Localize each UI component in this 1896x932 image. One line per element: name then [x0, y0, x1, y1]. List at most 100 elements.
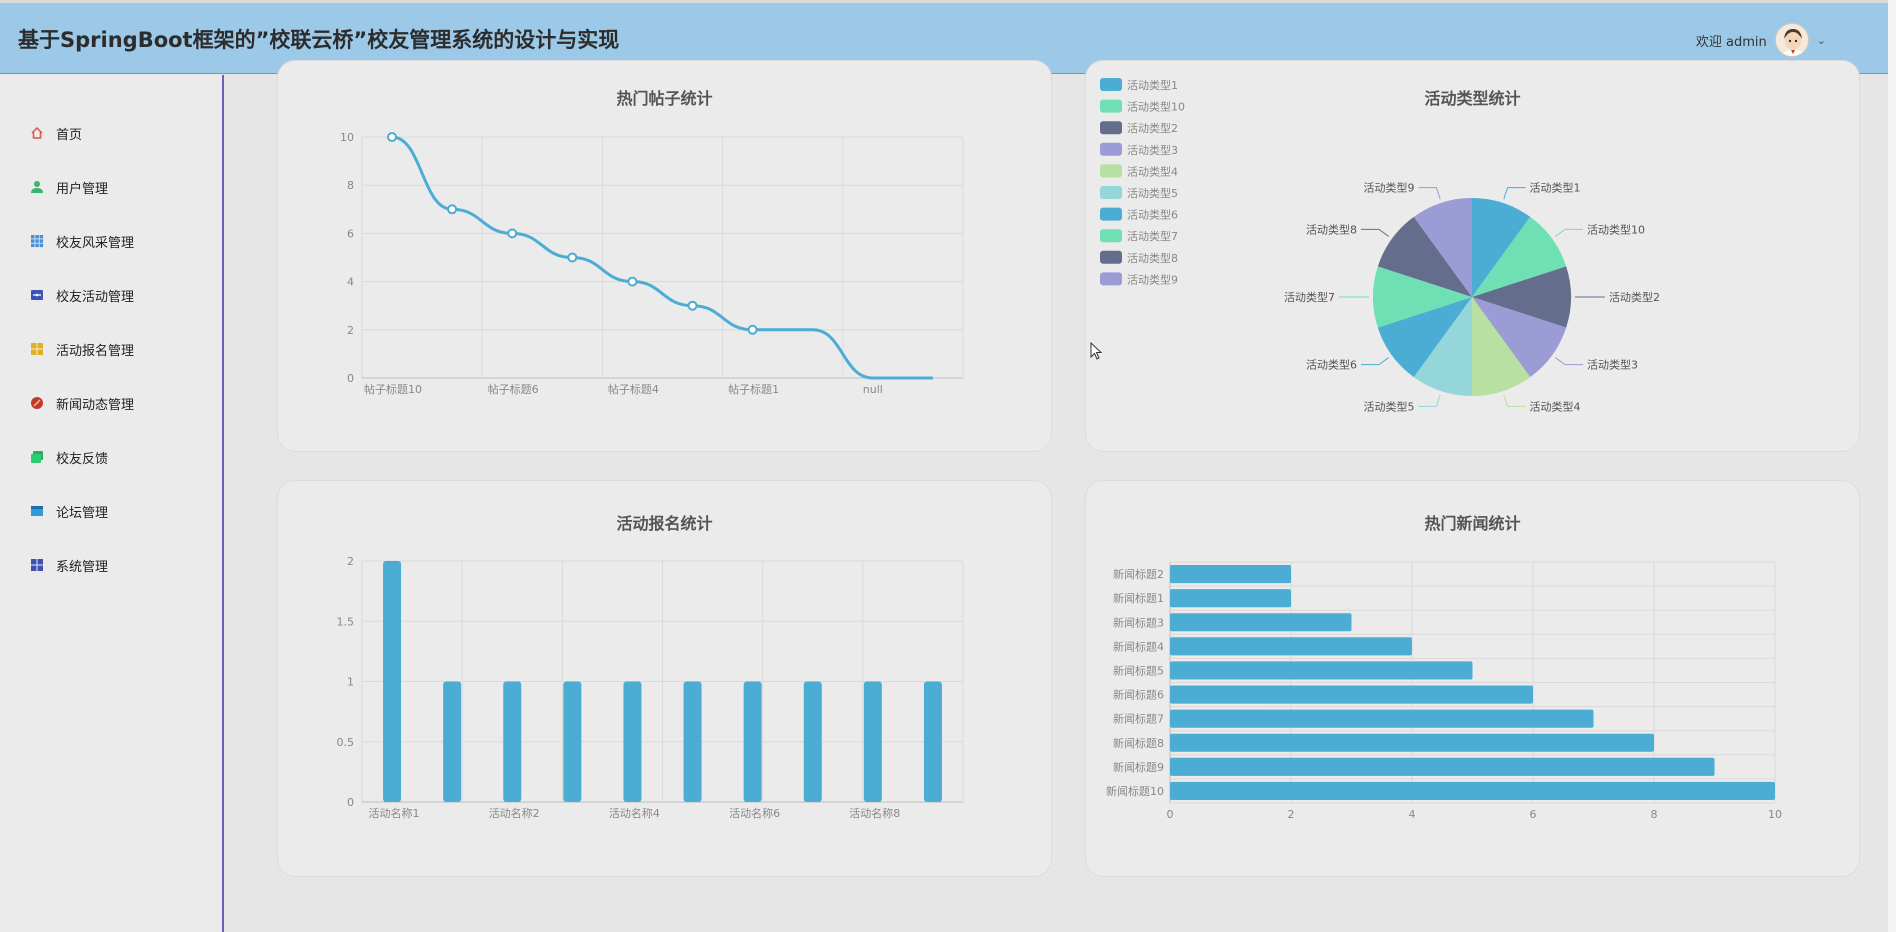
sidebar-item-feedback[interactable]: 校友反馈 — [30, 444, 108, 470]
series-line — [391, 135, 933, 380]
legend-label: 活动类型6 — [1127, 208, 1178, 222]
data-point — [507, 228, 518, 239]
forum-icon — [31, 506, 43, 516]
bar — [683, 681, 702, 802]
chart-title: 热门帖子统计 — [616, 89, 713, 108]
sidebar-item-alumni-activity[interactable]: 校友活动管理 — [30, 282, 134, 308]
user-menu[interactable]: 欢迎 admin ⌄ — [1696, 23, 1826, 57]
x-tick-label: 活动名称4 — [609, 806, 660, 820]
sidebar-item-signup[interactable]: 活动报名管理 — [30, 336, 134, 362]
label-leader — [1418, 394, 1441, 407]
bar — [623, 681, 642, 802]
label-leader — [1503, 394, 1526, 407]
pie-slice — [1472, 297, 1567, 378]
pie-slice — [1472, 297, 1531, 396]
x-tick-label: 10 — [1768, 808, 1782, 821]
y-tick-label: 4 — [347, 276, 354, 289]
bar — [743, 681, 762, 802]
x-tick-label: 帖子标题4 — [608, 382, 659, 396]
data-point — [387, 132, 397, 142]
sidebar-item-system[interactable]: 系统管理 — [30, 552, 108, 578]
legend-label: 活动类型10 — [1127, 100, 1185, 114]
bar — [1170, 781, 1775, 800]
legend-label: 活动类型3 — [1127, 143, 1178, 157]
y-tick-label: 6 — [347, 227, 354, 240]
slice-label: 活动类型6 — [1306, 358, 1357, 372]
x-tick-label: 6 — [1530, 808, 1537, 821]
sidebar-item-label: 新闻动态管理 — [56, 397, 135, 413]
sidebar-item-label: 用户管理 — [56, 181, 109, 197]
bar — [383, 561, 402, 802]
pie-slice — [1472, 266, 1571, 328]
sidebar-item-label: 论坛管理 — [56, 505, 109, 521]
pie-slice — [1377, 216, 1472, 297]
slice-label: 活动类型4 — [1530, 399, 1581, 413]
legend-swatch — [1100, 142, 1122, 156]
legend-label: 活动类型4 — [1127, 164, 1178, 178]
app-title: 基于SpringBoot框架的”校联云桥”校友管理系统的设计与实现 — [18, 28, 620, 52]
y-tick-label: 新闻标题1 — [1113, 591, 1164, 605]
legend-swatch — [1100, 164, 1122, 178]
y-tick-label: 0 — [347, 372, 354, 385]
slice-label: 活动类型8 — [1306, 222, 1357, 236]
data-point — [687, 300, 698, 311]
bar — [923, 681, 942, 802]
pie-slice — [1413, 297, 1472, 396]
x-tick-label: 活动名称2 — [489, 806, 540, 820]
label-leader — [1360, 228, 1389, 237]
chart-title: 活动报名统计 — [616, 514, 713, 533]
pie-slice — [1413, 198, 1472, 297]
x-tick-label: 活动名称6 — [729, 806, 780, 820]
legend-swatch — [1100, 250, 1122, 264]
y-tick-label: 1 — [347, 676, 354, 689]
panel-hot-news: 热门新闻统计 0 2 4 6 8 10 新闻标题2 新闻标题1 新闻标题3 新闻标题4 新闻标题5 新… — [1085, 480, 1860, 877]
bar — [563, 681, 582, 802]
news-icon — [31, 397, 43, 409]
legend-swatch — [1100, 121, 1122, 135]
y-tick-label: 新闻标题7 — [1113, 712, 1164, 726]
grid-icon — [31, 235, 44, 248]
slice-label: 活动类型1 — [1530, 181, 1581, 195]
x-tick-label: 0 — [1167, 808, 1174, 821]
page-scrollbar[interactable] — [1888, 0, 1896, 932]
y-tick-label: 10 — [340, 131, 354, 144]
slice-label: 活动类型5 — [1363, 399, 1414, 413]
chart-title: 热门新闻统计 — [1424, 514, 1521, 533]
x-tick-label: 帖子标题10 — [364, 382, 422, 396]
sidebar-item-users[interactable]: 用户管理 — [30, 174, 108, 200]
sidebar-item-alumni-style[interactable]: 校友风采管理 — [30, 228, 134, 254]
bar — [1170, 565, 1291, 584]
legend-swatch — [1100, 272, 1122, 286]
sidebar-item-news[interactable]: 新闻动态管理 — [30, 390, 134, 416]
x-tick-label: 帖子标题1 — [728, 382, 779, 396]
sidebar-item-home[interactable]: 首页 — [30, 120, 82, 146]
y-tick-label: 新闻标题10 — [1106, 784, 1164, 798]
y-tick-label: 新闻标题3 — [1113, 615, 1164, 629]
sidebar: 首页 用户管理 校友风采管理 校友活动管理 活动报名管理 新闻动态管理 校友反馈… — [0, 75, 224, 932]
y-tick-label: 1.5 — [337, 615, 355, 628]
x-tick-label: 活动名称1 — [369, 806, 420, 820]
slice-label: 活动类型10 — [1587, 222, 1645, 236]
sidebar-item-forum[interactable]: 论坛管理 — [30, 498, 108, 524]
legend-label: 活动类型7 — [1127, 229, 1178, 243]
avatar[interactable] — [1774, 23, 1809, 57]
y-tick-label: 2 — [347, 555, 354, 568]
pie-slice — [1377, 297, 1472, 378]
bar-chart: 0 0.5 1 1.5 2 活动名称1 活动名称2 活动名称4 活动名称6 活动名称8 — [337, 555, 964, 820]
pie-slice — [1472, 198, 1531, 297]
y-tick-label: 新闻标题4 — [1113, 639, 1164, 653]
bar — [443, 681, 462, 802]
y-tick-label: 新闻标题2 — [1113, 567, 1164, 581]
chevron-down-icon[interactable]: ⌄ — [1816, 33, 1826, 47]
bar — [1170, 637, 1412, 656]
pie-chart: 活动类型1 活动类型10 活动类型2 活动类型3 活动类型4 活动类型5 活动类型6 活动类型… — [1100, 78, 1660, 413]
data-point — [747, 324, 758, 335]
legend-swatch — [1100, 186, 1122, 199]
bar — [863, 681, 882, 802]
home-icon — [31, 126, 43, 139]
label-leader — [1555, 357, 1584, 366]
y-tick-label: 新闻标题6 — [1113, 688, 1164, 702]
y-tick-label: 8 — [347, 179, 354, 192]
y-tick-label: 0.5 — [337, 736, 355, 749]
legend-label: 活动类型8 — [1127, 251, 1178, 265]
